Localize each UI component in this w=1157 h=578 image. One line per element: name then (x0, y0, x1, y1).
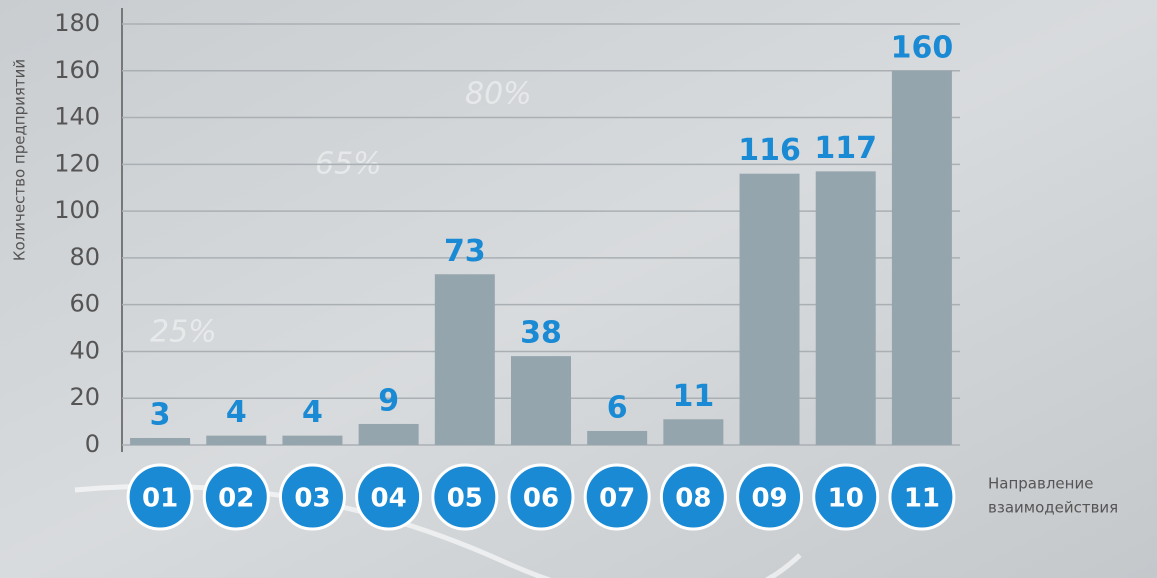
value-label: 6 (607, 390, 628, 425)
value-label: 38 (520, 316, 562, 351)
x-tick-label: 08 (675, 484, 711, 514)
y-tick-label: 100 (54, 196, 100, 224)
annotation: 80% (465, 77, 532, 112)
bar (663, 419, 723, 445)
y-tick-label: 0 (85, 430, 100, 458)
annotation: 25% (150, 315, 217, 350)
y-tick-label: 120 (54, 149, 100, 177)
bar (359, 424, 419, 445)
x-tick-label: 02 (218, 484, 254, 514)
value-label: 4 (302, 395, 323, 430)
x-tick-label: 10 (828, 484, 864, 514)
value-label: 116 (738, 133, 801, 168)
y-tick-label: 140 (54, 103, 100, 131)
value-label: 11 (672, 379, 714, 414)
x-tick-label: 11 (904, 484, 940, 514)
bar (282, 436, 342, 445)
bar (130, 438, 190, 445)
value-label: 73 (444, 234, 486, 269)
value-label: 3 (150, 397, 171, 432)
y-tick-label: 20 (69, 383, 100, 411)
x-tick-label: 06 (523, 484, 559, 514)
y-tick-label: 60 (69, 290, 100, 318)
x-tick-label: 03 (294, 484, 330, 514)
bar (511, 356, 571, 445)
x-axis-label: взаимодействия (988, 499, 1118, 517)
y-tick-label: 160 (54, 56, 100, 84)
y-tick-label: 40 (69, 336, 100, 364)
x-tick-label: 09 (751, 484, 787, 514)
x-tick-label: 04 (371, 484, 407, 514)
x-tick-label: 05 (447, 484, 483, 514)
x-tick-label: 01 (142, 484, 178, 514)
bar (740, 174, 800, 445)
bar (435, 274, 495, 445)
value-label: 160 (891, 30, 954, 65)
value-label: 4 (226, 395, 247, 430)
y-axis-label: Количество предприятий (11, 59, 29, 261)
bar (892, 71, 952, 445)
x-tick-label: 07 (599, 484, 635, 514)
bar (206, 436, 266, 445)
x-axis-label: Направление (988, 475, 1093, 493)
chart: 25% 65% 80% Количество предприятий Напра… (0, 0, 1157, 578)
value-label: 117 (814, 131, 877, 166)
y-tick-label: 180 (54, 9, 100, 37)
bar (587, 431, 647, 445)
bar (816, 171, 876, 445)
value-label: 9 (378, 383, 399, 418)
y-tick-label: 80 (69, 243, 100, 271)
